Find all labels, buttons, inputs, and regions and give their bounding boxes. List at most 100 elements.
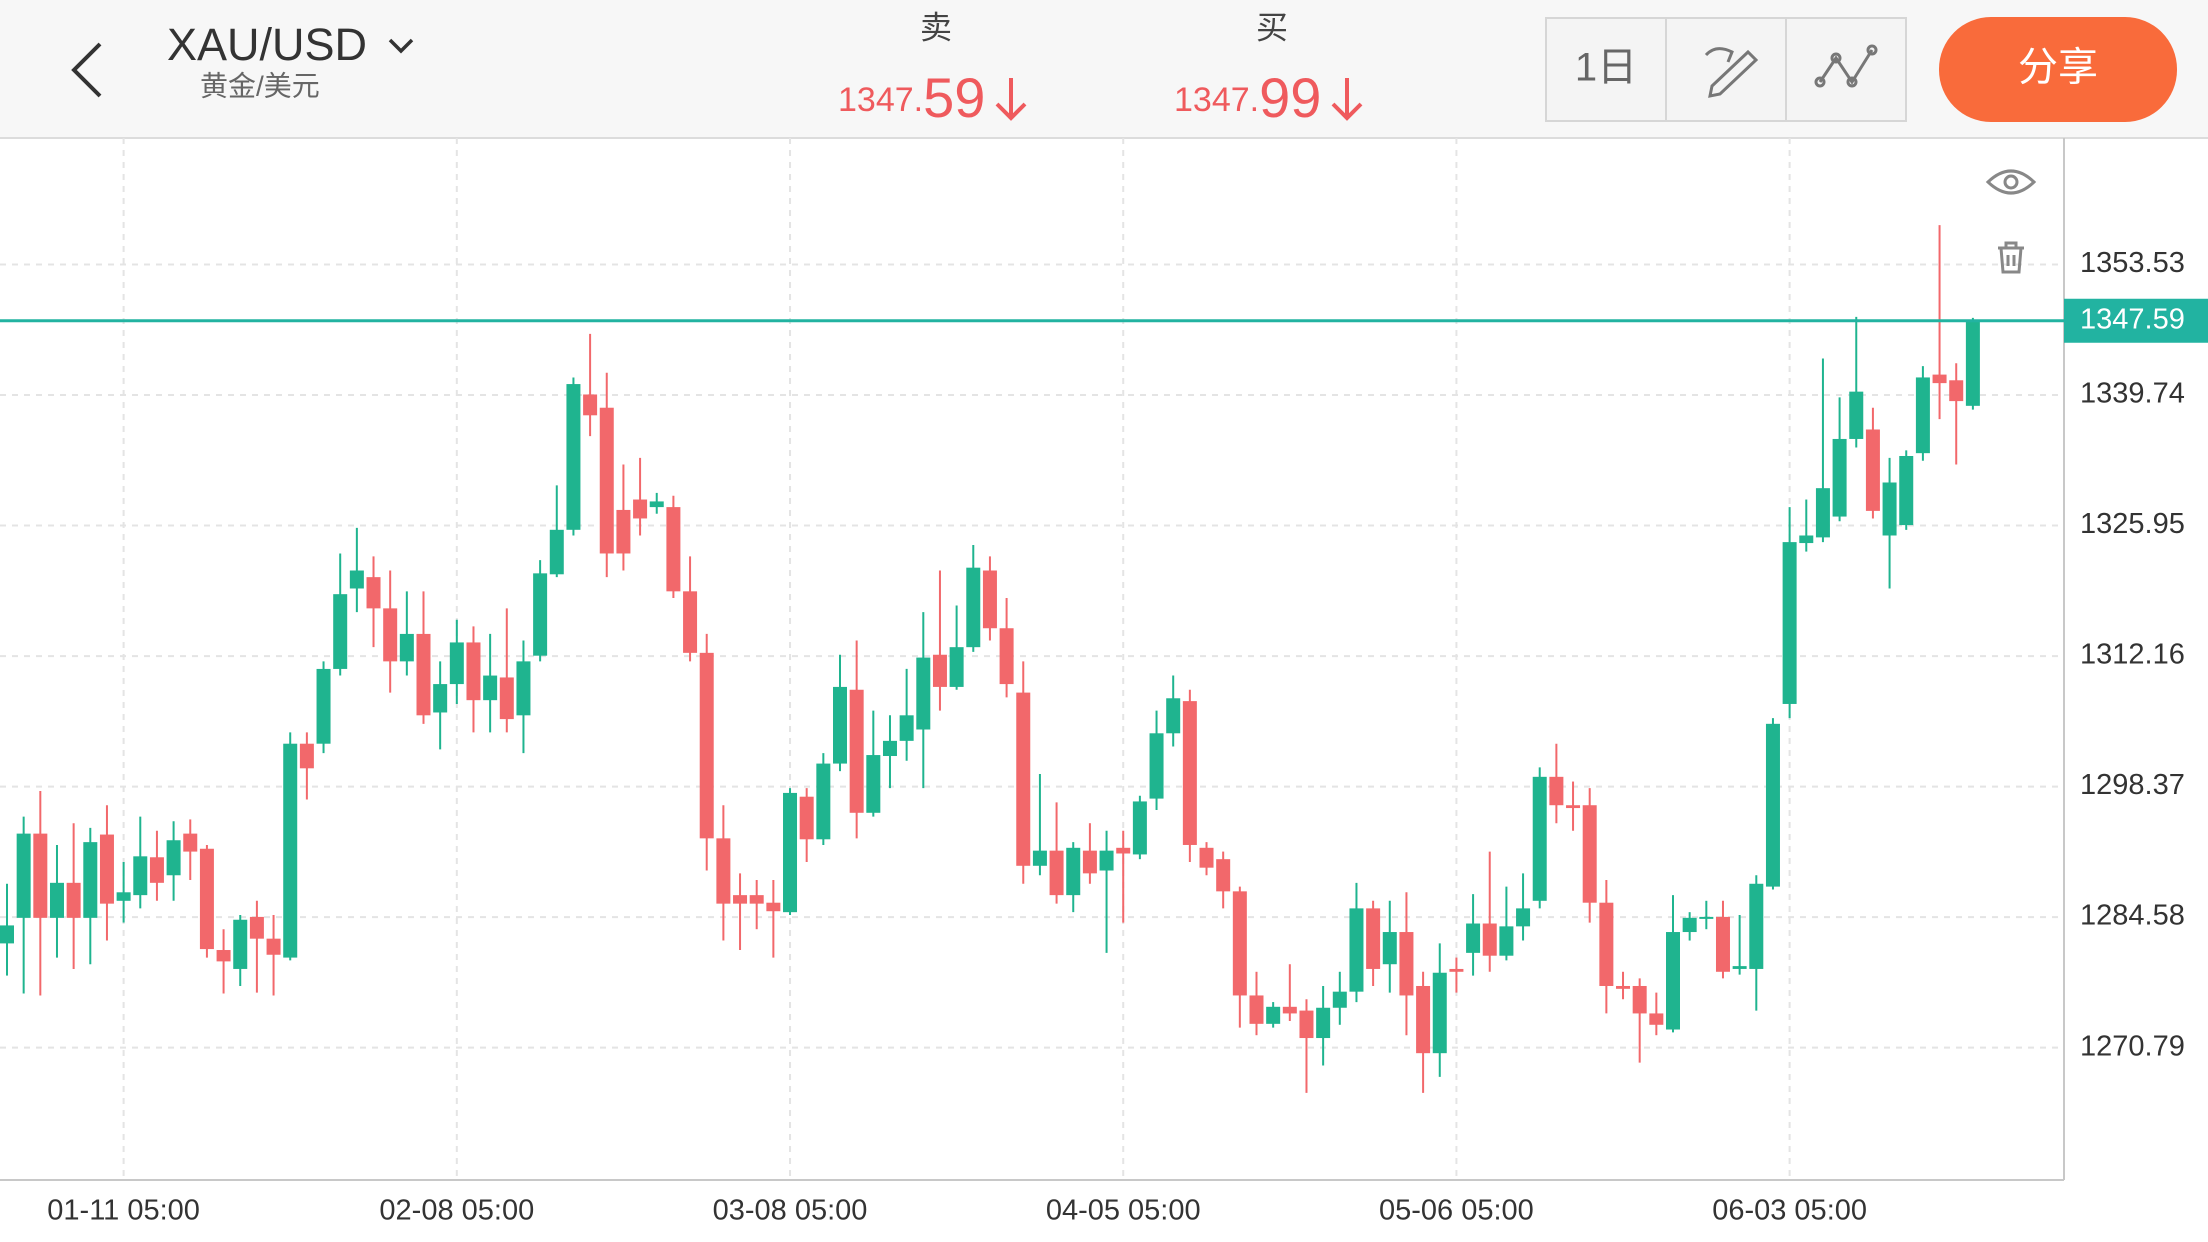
- candle-body: [866, 755, 881, 813]
- symbol[interactable]: XAU/USD: [167, 19, 367, 70]
- share-label[interactable]: 分享: [2018, 46, 2098, 90]
- candle-body: [1516, 908, 1531, 927]
- candle-body: [1849, 391, 1864, 439]
- candle-body: [999, 628, 1014, 685]
- candle-body: [849, 689, 864, 813]
- candle-body: [1532, 776, 1547, 901]
- candle-body: [1799, 535, 1814, 544]
- symbol-dropdown[interactable]: [388, 38, 414, 54]
- candle-body: [1316, 1007, 1331, 1039]
- buy-label: 买: [1256, 9, 1288, 45]
- candle-body: [616, 509, 631, 554]
- candle-body: [516, 661, 531, 716]
- candle-body: [1666, 932, 1680, 1030]
- candle-body: [1399, 932, 1414, 996]
- candle-body: [1249, 995, 1264, 1024]
- candle-body: [1549, 776, 1564, 806]
- draw-tool-button[interactable]: [1704, 47, 1759, 98]
- y-tick-label: 1312.16: [2080, 639, 2185, 671]
- candle-body: [399, 633, 414, 662]
- y-tick-label: 1270.79: [2080, 1030, 2185, 1062]
- candle-body: [599, 407, 614, 554]
- candle-body: [99, 834, 114, 904]
- draw-tool-pen: [1708, 49, 1759, 98]
- candle-body: [283, 743, 298, 958]
- candle-body: [1166, 698, 1181, 734]
- candle-body: [699, 652, 714, 839]
- buy-price-main: 1347.: [1174, 81, 1259, 119]
- candle-body: [1332, 991, 1347, 1008]
- candle-body: [149, 857, 164, 883]
- candle-body: [416, 633, 431, 716]
- candle-body: [1449, 968, 1464, 972]
- candle-body: [1749, 883, 1764, 969]
- candle-body: [183, 833, 198, 852]
- y-tick-label: 1298.37: [2080, 769, 2185, 801]
- candle-body: [1566, 805, 1581, 809]
- candle-body: [433, 684, 448, 713]
- sell-price: 1347.59: [838, 66, 985, 129]
- candle-body: [49, 882, 64, 918]
- candle-body: [1682, 917, 1697, 933]
- candle-body: [1949, 380, 1964, 402]
- eye-button[interactable]: [1985, 169, 2037, 195]
- back-button[interactable]: [71, 42, 102, 98]
- candle-body: [199, 848, 214, 950]
- candle-body: [1216, 859, 1231, 892]
- candle-body: [1232, 891, 1247, 996]
- candle-body: [83, 842, 98, 918]
- candle-body: [982, 570, 997, 629]
- share-button[interactable]: [1939, 17, 2177, 122]
- candle-body: [1965, 320, 1980, 406]
- candle-body: [1699, 916, 1714, 919]
- candle-body: [833, 686, 847, 764]
- candle-body: [1582, 805, 1597, 903]
- candle-body: [0, 925, 14, 944]
- candle-body: [1116, 847, 1131, 854]
- candle-body: [133, 856, 148, 896]
- candle-body: [1132, 801, 1147, 855]
- candle-body: [932, 654, 947, 687]
- indicator-dot: [1846, 76, 1858, 88]
- toolbar: [1545, 17, 1907, 122]
- eye-outline: [1985, 169, 2037, 195]
- candle-body: [1032, 850, 1047, 866]
- x-tick-label: 01-11 05:00: [47, 1195, 200, 1227]
- candle-body: [633, 499, 648, 519]
- candle-body: [1416, 985, 1431, 1054]
- candle-body: [16, 833, 31, 918]
- indicator-button[interactable]: [1814, 44, 1878, 88]
- period-button[interactable]: 1日: [1575, 46, 1637, 90]
- x-tick-label: 03-08 05:00: [713, 1195, 868, 1227]
- candle-body: [583, 394, 598, 416]
- buy-down-arrow: [1331, 78, 1363, 121]
- candle-body: [1882, 482, 1897, 536]
- candle-body: [1632, 985, 1647, 1014]
- y-tick-label: 1339.74: [2080, 378, 2185, 410]
- y-tick-label: 1325.95: [2080, 508, 2185, 540]
- candle-body: [1599, 902, 1614, 986]
- candle-body: [1482, 923, 1497, 956]
- indicator-dot: [1830, 52, 1842, 64]
- candle-body: [1732, 966, 1747, 969]
- candle-body: [1832, 438, 1847, 517]
- candle-body: [1066, 847, 1081, 896]
- candle-body: [266, 938, 281, 955]
- y-tick-label: 1284.58: [2080, 900, 2185, 932]
- x-tick-label: 04-05 05:00: [1046, 1195, 1201, 1227]
- candle-body: [1099, 850, 1114, 871]
- candle-body: [1382, 932, 1397, 965]
- delete-button[interactable]: [1998, 241, 2024, 274]
- x-tick-label: 06-03 05:00: [1712, 1195, 1867, 1227]
- candle-body: [683, 591, 698, 653]
- candle-body: [1466, 923, 1481, 953]
- candle-body: [1199, 847, 1214, 868]
- candle-body: [666, 507, 681, 592]
- candle-body: [816, 763, 831, 840]
- indicator-line: [1818, 49, 1874, 85]
- candle-body: [1765, 723, 1780, 887]
- candle-body: [1149, 733, 1164, 799]
- candle-body: [1182, 701, 1197, 845]
